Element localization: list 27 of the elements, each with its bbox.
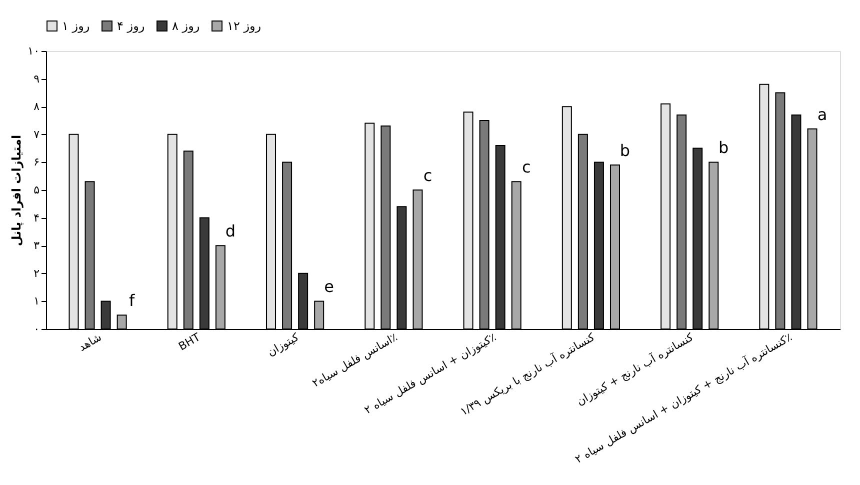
y-tick-label: ۵ [34,184,40,196]
y-tick-label: ۰ [34,322,40,336]
annotation: f [129,291,136,310]
annotation: d [225,222,236,241]
annotation: c [522,158,531,177]
legend-label: روز ۱۲ [227,19,262,33]
y-tick-label: ۷ [34,128,40,141]
y-tick-label: ۳ [34,239,40,252]
x-tick-label: کیتوزان [265,330,302,359]
x-tick-label: BHT [176,330,203,354]
y-tick-label: ۱۰ [28,44,40,58]
annotation: c [423,166,432,185]
y-tick-label: ۶ [34,156,40,169]
y-tick-label: ۲ [34,266,40,280]
legend-label: روز ۴ [117,19,145,33]
annotation: a [817,104,828,124]
y-tick-label: ۹ [34,72,40,86]
annotation: e [324,277,334,296]
y-tick-label: ۴ [34,211,40,224]
x-tick-label: شاهد [76,330,104,354]
y-tick-label: ۸ [34,100,40,114]
y-axis-title: امتیازات افراد پانل [10,134,24,246]
annotation: b [718,138,729,158]
legend-label: روز ۸ [172,19,200,33]
y-tick-label: ۱ [34,294,40,308]
legend-label: روز ۱ [62,19,90,33]
annotation: b [620,140,630,160]
